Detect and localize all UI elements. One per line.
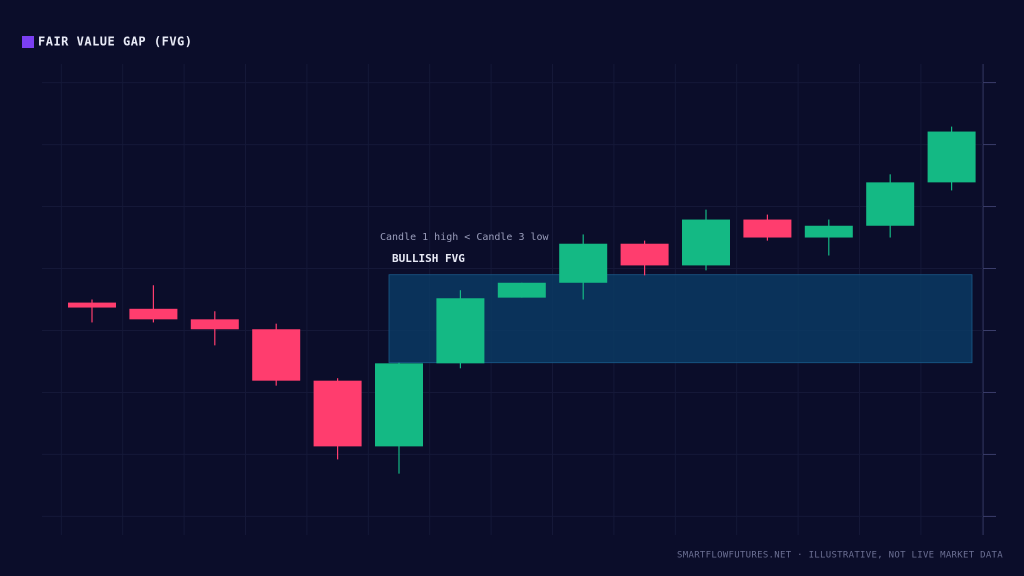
- candle-body: [68, 302, 116, 308]
- candle-body: [927, 131, 976, 183]
- candle-body: [129, 308, 178, 320]
- legend-swatch: [22, 36, 34, 48]
- fvg-zone: [388, 274, 973, 364]
- candle-body: [375, 363, 423, 447]
- candle-body: [866, 182, 915, 226]
- fvg-label: BULLISH FVG: [392, 252, 465, 265]
- candle-body: [252, 329, 301, 381]
- candle-body: [559, 243, 608, 283]
- candle-body: [804, 225, 853, 238]
- candle-body: [682, 219, 730, 266]
- fvg-note: Candle 1 high < Candle 3 low: [380, 232, 550, 243]
- candle-body: [620, 243, 669, 266]
- footer: SMARTFLOWFUTURES.NET · ILLUSTRATIVE, NOT…: [677, 551, 1003, 561]
- candle-body: [436, 298, 485, 364]
- candle-body: [190, 319, 239, 330]
- legend-label: FAIR VALUE GAP (FVG): [38, 35, 193, 49]
- candle-body: [313, 380, 362, 447]
- candle-body: [743, 219, 792, 238]
- candle-body: [497, 282, 546, 298]
